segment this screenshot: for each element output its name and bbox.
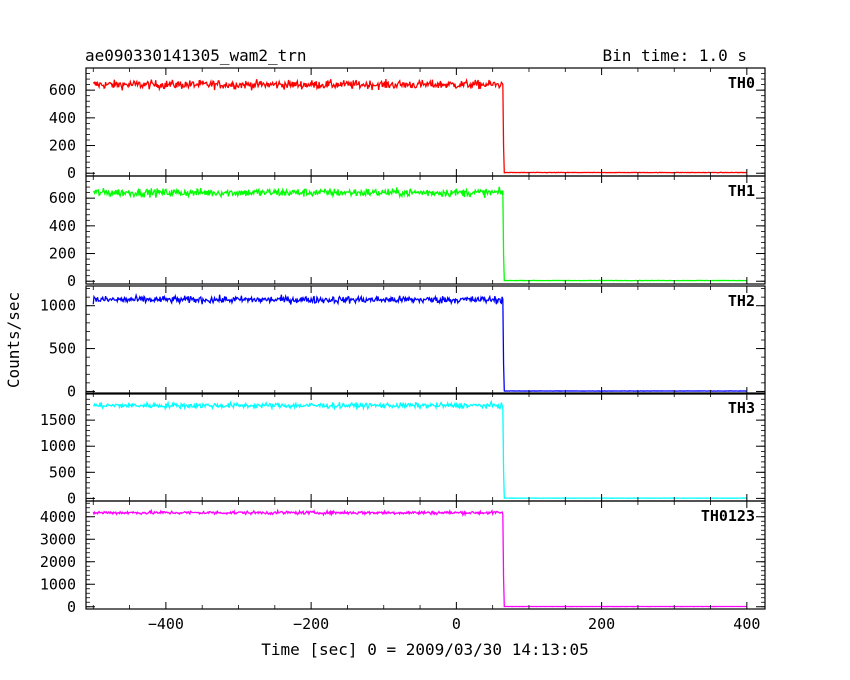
panel-label-th1: TH1 bbox=[728, 182, 755, 200]
y-tick-label: 0 bbox=[67, 489, 76, 507]
chart-title: ae090330141305_wam2_trn bbox=[85, 46, 307, 65]
y-tick-label: 3000 bbox=[40, 530, 76, 548]
y-tick-label: 0 bbox=[67, 598, 76, 616]
y-tick-label: 500 bbox=[49, 463, 76, 481]
y-tick-label: 400 bbox=[49, 217, 76, 235]
x-tick-label: −400 bbox=[148, 615, 184, 633]
y-tick-label: 400 bbox=[49, 109, 76, 127]
y-tick-label: 600 bbox=[49, 189, 76, 207]
panel-label-th3: TH3 bbox=[728, 399, 755, 417]
bin-time-label: Bin time: 1.0 s bbox=[603, 46, 748, 65]
y-tick-label: 2000 bbox=[40, 553, 76, 571]
panel-label-th2: TH2 bbox=[728, 292, 755, 310]
y-tick-label: 500 bbox=[49, 340, 76, 358]
y-tick-label: 200 bbox=[49, 137, 76, 155]
panel-th0: TH0 0 200 400 600 bbox=[49, 67, 766, 182]
y-tick-label: 0 bbox=[67, 164, 76, 182]
panel-label-th0: TH0 bbox=[728, 74, 755, 92]
panel-th3: TH3 0 500 1000 1500 bbox=[40, 392, 766, 507]
y-axis-label: Counts/sec bbox=[4, 292, 23, 388]
series-line-th0123 bbox=[92, 508, 747, 608]
x-tick-label: 0 bbox=[452, 615, 461, 633]
series-line-th3 bbox=[92, 399, 747, 499]
panel-frame-th1 bbox=[85, 175, 766, 285]
y-tick-label: 200 bbox=[49, 245, 76, 263]
panel-frame-th0123 bbox=[85, 500, 766, 610]
y-tick-label: 600 bbox=[49, 81, 76, 99]
panel-frame-th3 bbox=[85, 392, 766, 502]
series-line-th1 bbox=[92, 186, 748, 282]
y-tick-label: 4000 bbox=[40, 508, 76, 526]
y-tick-label: 1000 bbox=[40, 297, 76, 315]
x-tick-label: 400 bbox=[733, 615, 760, 633]
panel-label-th0123: TH0123 bbox=[701, 507, 755, 525]
panel-frame-th2 bbox=[85, 285, 766, 395]
panel-th1: TH1 0 200 400 600 bbox=[49, 175, 766, 290]
x-tick-label: 200 bbox=[588, 615, 615, 633]
x-tick-label: −200 bbox=[293, 615, 329, 633]
y-tick-label: 1000 bbox=[40, 575, 76, 593]
panels-group: TH00200400600TH10200400600TH205001000TH3… bbox=[40, 67, 766, 633]
y-tick-label: 0 bbox=[67, 272, 76, 290]
series-line-th0 bbox=[92, 77, 747, 174]
series-line-th2 bbox=[92, 292, 747, 392]
panel-th2: TH2 0 500 1000 bbox=[40, 285, 766, 400]
x-axis-label: Time [sec] 0 = 2009/03/30 14:13:05 bbox=[261, 640, 589, 659]
panel-th0123: TH0123 0 1000 2000 3000 4000 −400 −200 0 200 400 bbox=[40, 500, 766, 633]
y-tick-label: 1500 bbox=[40, 411, 76, 429]
y-tick-label: 0 bbox=[67, 382, 76, 400]
y-tick-label: 1000 bbox=[40, 437, 76, 455]
